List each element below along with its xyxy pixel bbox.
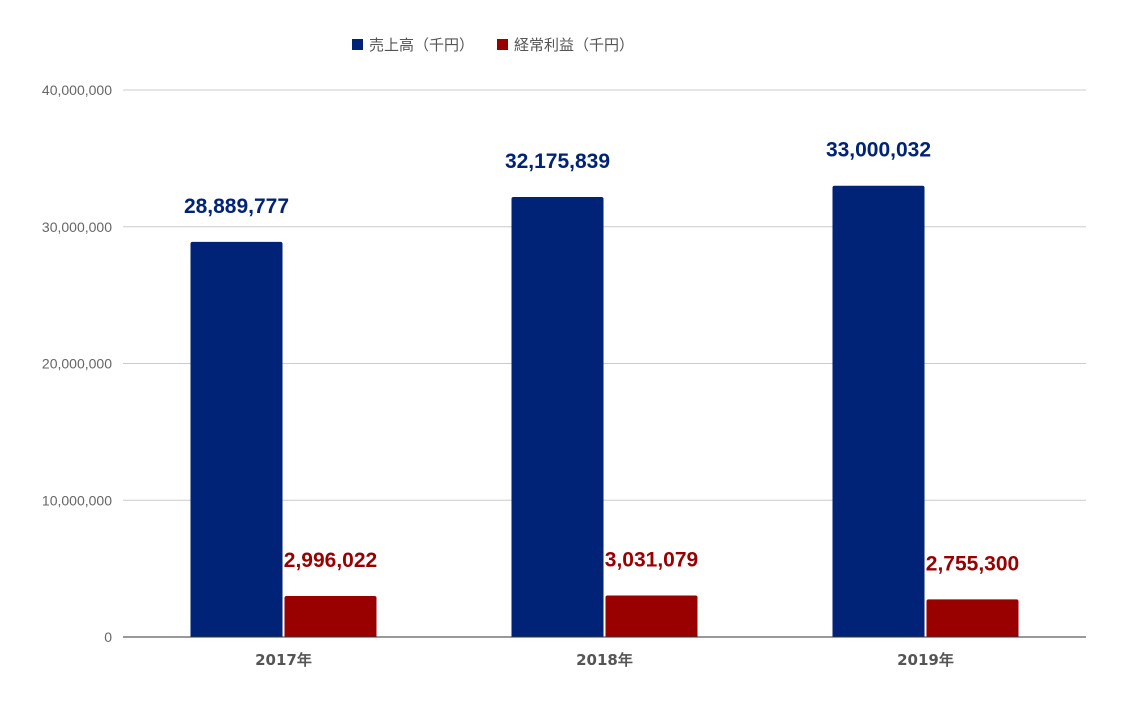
x-tick-label: 2017年 (255, 651, 312, 669)
bar (926, 599, 1019, 637)
y-tick-label: 30,000,000 (42, 219, 112, 235)
data-label: 33,000,032 (826, 139, 931, 162)
legend-label: 売上高（千円） (369, 36, 474, 54)
x-tick-label: 2018年 (576, 651, 633, 669)
data-label: 2,755,300 (926, 552, 1019, 575)
y-tick-label: 40,000,000 (42, 82, 112, 98)
y-tick-label: 10,000,000 (42, 492, 112, 508)
bar (511, 196, 604, 637)
y-tick-label: 0 (104, 629, 112, 645)
bar (832, 185, 925, 638)
bar (284, 596, 377, 637)
data-label: 3,031,079 (605, 549, 698, 572)
data-label: 28,889,777 (184, 195, 289, 218)
legend-swatch (352, 39, 363, 50)
bar (190, 241, 283, 637)
data-label: 32,175,839 (505, 150, 610, 173)
legend-swatch (497, 39, 508, 50)
x-tick-label: 2019年 (897, 651, 954, 669)
legend-label: 経常利益（千円） (514, 36, 634, 54)
data-label: 2,996,022 (284, 549, 377, 572)
y-tick-label: 20,000,000 (42, 356, 112, 372)
bar (605, 595, 698, 637)
